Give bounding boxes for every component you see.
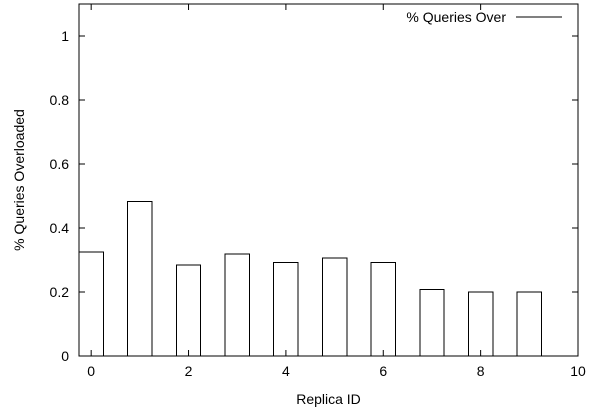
y-ticks-group: 0 0.2 0.4 0.6 0.8 1 bbox=[50, 28, 578, 364]
y-tick-label-0.6: 0.6 bbox=[50, 156, 70, 172]
x-tick-label-6: 6 bbox=[379, 363, 387, 379]
bar-replica-0 bbox=[78, 251, 104, 357]
legend: % Queries Over bbox=[406, 9, 562, 25]
bar-replica-2 bbox=[175, 264, 202, 357]
bar-replica-7 bbox=[419, 288, 445, 357]
bars-group bbox=[78, 200, 542, 357]
bar-replica-4 bbox=[273, 262, 299, 357]
bar-replica-8 bbox=[467, 291, 494, 357]
y-tick-label-1: 1 bbox=[61, 28, 69, 44]
bar-replica-5 bbox=[321, 257, 348, 357]
y-tick-label-0: 0 bbox=[61, 348, 69, 364]
x-tick-label-10: 10 bbox=[570, 363, 586, 379]
y-tick-label-0.2: 0.2 bbox=[50, 284, 70, 300]
x-tick-label-8: 8 bbox=[477, 363, 485, 379]
y-axis-label: % Queries Overloaded bbox=[11, 109, 27, 251]
x-tick-label-0: 0 bbox=[87, 363, 95, 379]
y-tick-label-0.8: 0.8 bbox=[50, 92, 70, 108]
x-ticks-group: 0 2 4 6 8 10 bbox=[87, 4, 586, 379]
legend-label-queries-over: % Queries Over bbox=[406, 9, 506, 25]
bar-replica-9 bbox=[516, 291, 542, 357]
bar-replica-1 bbox=[127, 200, 153, 357]
y-tick-label-0.4: 0.4 bbox=[50, 220, 70, 236]
x-tick-label-4: 4 bbox=[282, 363, 290, 379]
bar-replica-3 bbox=[224, 253, 250, 357]
bar-replica-6 bbox=[370, 262, 396, 357]
x-tick-label-2: 2 bbox=[185, 363, 193, 379]
x-axis-label: Replica ID bbox=[296, 391, 361, 407]
